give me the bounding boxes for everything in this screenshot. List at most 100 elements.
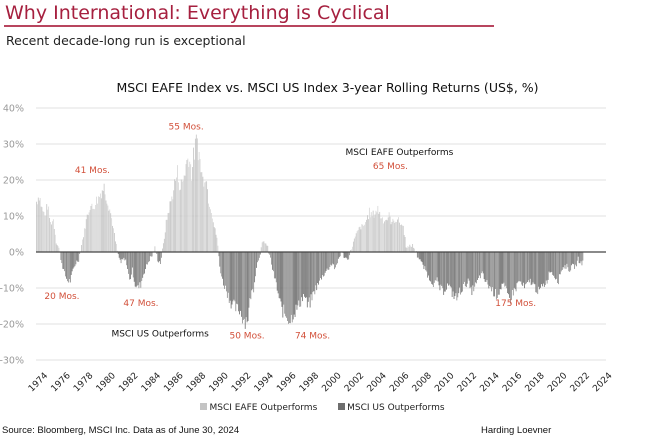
bar-us-outperforms xyxy=(346,252,348,259)
bar-us-outperforms xyxy=(303,252,304,295)
x-tick-label: 1980 xyxy=(95,371,118,394)
bar-us-outperforms xyxy=(313,252,315,292)
bar-eafe-outperforms xyxy=(405,247,407,252)
bar-eafe-outperforms xyxy=(106,203,108,252)
bar-eafe-outperforms xyxy=(94,209,96,252)
bar-us-outperforms xyxy=(345,252,347,258)
bar-eafe-outperforms xyxy=(350,250,351,252)
duration-annotation: 65 Mos. xyxy=(373,162,408,172)
x-tick-label: 1978 xyxy=(72,371,95,394)
bar-eafe-outperforms xyxy=(396,222,398,252)
bar-us-outperforms xyxy=(71,252,73,272)
bar-us-outperforms xyxy=(321,252,323,275)
bar-eafe-outperforms xyxy=(83,237,84,252)
bar-eafe-outperforms xyxy=(197,160,199,252)
bar-us-outperforms xyxy=(441,252,443,287)
bar-us-outperforms xyxy=(569,252,571,272)
bar-us-outperforms xyxy=(537,252,539,295)
bar-us-outperforms xyxy=(555,252,557,280)
bar-eafe-outperforms xyxy=(95,205,97,252)
bar-eafe-outperforms xyxy=(203,186,205,252)
bar-eafe-outperforms xyxy=(170,201,172,252)
bar-us-outperforms xyxy=(546,252,548,284)
bar-us-outperforms xyxy=(117,252,119,255)
bar-eafe-outperforms xyxy=(50,221,51,252)
bar-us-outperforms xyxy=(493,252,494,297)
bar-us-outperforms xyxy=(238,252,240,312)
bar-eafe-outperforms xyxy=(102,190,104,252)
bar-us-outperforms xyxy=(288,252,289,324)
bar-eafe-outperforms xyxy=(386,220,388,252)
bar-eafe-outperforms xyxy=(43,211,45,252)
bar-us-outperforms xyxy=(549,252,551,273)
bar-us-outperforms xyxy=(221,252,223,277)
bar-eafe-outperforms xyxy=(353,238,355,252)
bar-us-outperforms xyxy=(271,252,272,265)
source-note: Source: Bloomberg, MSCI Inc. Data as of … xyxy=(2,425,240,436)
bar-eafe-outperforms xyxy=(374,214,376,252)
bar-us-outperforms xyxy=(442,252,444,289)
bar-eafe-outperforms xyxy=(358,227,360,252)
bar-us-outperforms xyxy=(223,252,224,286)
bar-eafe-outperforms xyxy=(368,219,369,252)
bar-us-outperforms xyxy=(248,252,250,308)
bar-eafe-outperforms xyxy=(206,181,208,252)
bar-us-outperforms xyxy=(553,252,555,276)
bar-eafe-outperforms xyxy=(111,218,113,252)
bar-eafe-outperforms xyxy=(207,189,208,252)
bar-eafe-outperforms xyxy=(215,234,217,252)
bar-us-outperforms xyxy=(558,252,560,275)
bar-us-outperforms xyxy=(72,252,74,269)
bar-us-outperforms xyxy=(254,252,256,283)
bar-eafe-outperforms xyxy=(400,224,402,252)
bar-eafe-outperforms xyxy=(109,209,111,252)
bar-us-outperforms xyxy=(548,252,550,272)
bar-us-outperforms xyxy=(489,252,491,286)
bar-us-outperforms xyxy=(329,252,331,267)
bar-us-outperforms xyxy=(475,252,477,283)
bar-eafe-outperforms xyxy=(379,211,381,252)
bar-us-outperforms xyxy=(438,252,440,286)
bar-us-outperforms xyxy=(514,252,516,290)
bar-us-outperforms xyxy=(445,252,446,292)
bar-us-outperforms xyxy=(423,252,425,270)
bar-us-outperforms xyxy=(554,252,556,278)
bar-eafe-outperforms xyxy=(393,220,395,252)
bar-eafe-outperforms xyxy=(375,210,377,252)
bar-eafe-outperforms xyxy=(92,208,94,252)
bar-us-outperforms xyxy=(306,252,308,308)
bar-eafe-outperforms xyxy=(112,225,113,252)
bar-eafe-outperforms xyxy=(105,200,107,252)
bar-us-outperforms xyxy=(252,252,254,289)
bar-eafe-outperforms xyxy=(392,218,394,252)
bar-us-outperforms xyxy=(573,252,574,265)
bar-us-outperforms xyxy=(68,252,70,280)
bar-eafe-outperforms xyxy=(367,215,368,252)
bar-us-outperforms xyxy=(477,252,478,280)
bar-us-outperforms xyxy=(160,252,161,265)
chart-title: MSCI EAFE Index vs. MSCI US Index 3-year… xyxy=(116,80,539,95)
bar-us-outperforms xyxy=(287,252,288,321)
bar-eafe-outperforms xyxy=(186,160,188,252)
bar-us-outperforms xyxy=(244,252,246,329)
bar-us-outperforms xyxy=(73,252,75,268)
bar-eafe-outperforms xyxy=(162,243,164,252)
gridlines xyxy=(36,107,606,361)
bar-us-outperforms xyxy=(147,252,149,263)
bar-us-outperforms xyxy=(482,252,484,274)
bar-us-outperforms xyxy=(119,252,121,260)
bar-us-outperforms xyxy=(301,252,303,298)
bar-us-outperforms xyxy=(337,252,339,259)
bar-eafe-outperforms xyxy=(196,138,198,252)
x-tick-label: 1994 xyxy=(253,371,276,394)
y-tick-label: 0% xyxy=(9,248,24,259)
bar-eafe-outperforms xyxy=(178,190,180,252)
bar-eafe-outperforms xyxy=(212,222,214,252)
bar-eafe-outperforms xyxy=(366,219,367,252)
bar-eafe-outperforms xyxy=(397,219,398,252)
bar-us-outperforms xyxy=(322,252,324,277)
bar-eafe-outperforms xyxy=(100,198,102,252)
bar-us-outperforms xyxy=(432,252,434,288)
bar-us-outperforms xyxy=(145,252,146,270)
x-tick-label: 1976 xyxy=(50,371,73,394)
